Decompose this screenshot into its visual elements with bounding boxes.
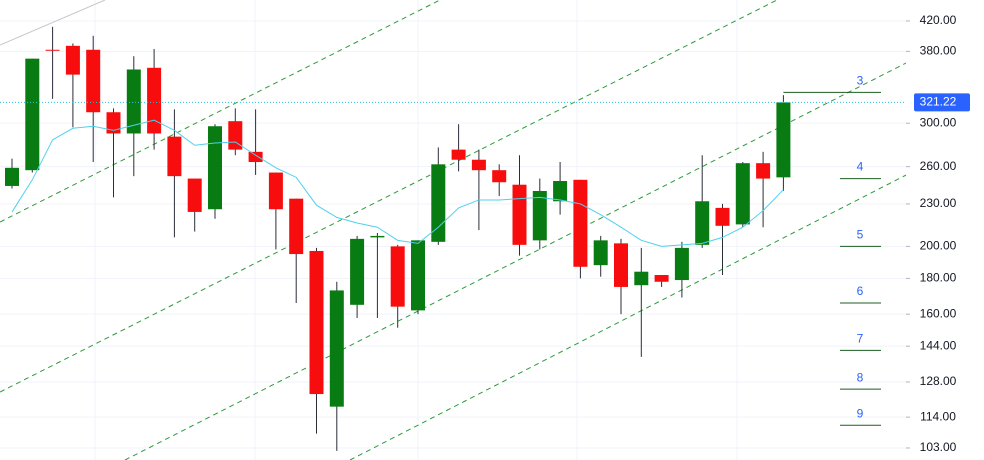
last-price-box [914,93,970,112]
y-tick-label: 114.00 [920,409,956,423]
candle-body [735,163,750,225]
vertical-grid [94,0,738,460]
candle-body [776,102,791,178]
candle-body [187,178,202,212]
channel-line [0,0,778,393]
candle-body [65,45,80,75]
y-tick-label: 128.00 [920,374,957,388]
candle-body [208,126,222,210]
y-tick-label: 144.00 [920,338,957,352]
trend-line [0,0,106,46]
y-tick-label: 420.00 [920,13,957,27]
candle-body [329,290,344,407]
candle-body [126,69,141,134]
candle-body [614,243,628,287]
axis-labels: 420.00 380.00 300.00 260.00 230.00 200.00 180.… [906,13,970,454]
y-tick-label: 380.00 [920,44,957,58]
candle-body [86,49,101,113]
candle-body [248,151,263,163]
candle-body [756,163,771,179]
candle-body [45,49,60,51]
level-label: 8 [857,370,864,384]
candle-body [512,184,527,245]
candle-body [654,275,669,282]
candle-body [451,149,466,160]
candle-body [167,136,182,177]
candle-body [5,167,19,186]
candle-body [147,67,162,134]
candle-body [573,179,588,267]
candle-body [634,271,649,286]
candle-body [715,207,730,226]
candle-body [431,164,446,242]
candle-body [695,201,710,245]
y-tick-label: 103.00 [920,440,957,454]
channel [0,0,913,460]
candle-body [593,240,608,266]
candle-body [25,58,40,171]
y-tick-label: 200.00 [920,239,957,253]
y-tick-label: 160.00 [920,306,957,320]
candle-body [106,112,121,134]
candle-body [492,170,507,183]
candle-body [532,190,547,241]
channel-line [349,171,913,460]
y-tick-label: 260.00 [920,159,957,173]
level-label: 6 [857,284,864,298]
grid [0,20,906,449]
level-label: 5 [857,228,864,242]
channel-line [0,0,441,223]
level-label: 3 [857,74,864,88]
candle-body [390,246,405,307]
y-tick-label: 300.00 [920,115,957,129]
candle-body [289,198,304,255]
candle-body [471,159,486,171]
y-tick-label: 230.00 [920,196,957,210]
candle-body [350,238,365,305]
channel-line [124,59,913,460]
candle-body [309,250,324,395]
level-label: 7 [857,332,864,346]
level-label: 4 [857,160,864,174]
moving-average [11,119,784,247]
candle-body [553,181,568,202]
candle-body [370,235,385,238]
candle-body [674,247,689,281]
last-price-label: 321.22 [920,95,957,109]
plot: 3 4 5 6 7 8 9 [0,26,906,451]
candle-body [411,240,425,311]
candle-body [268,172,283,210]
y-tick-label: 180.00 [920,271,957,285]
level-label: 9 [857,406,864,420]
price-axis [906,0,984,460]
